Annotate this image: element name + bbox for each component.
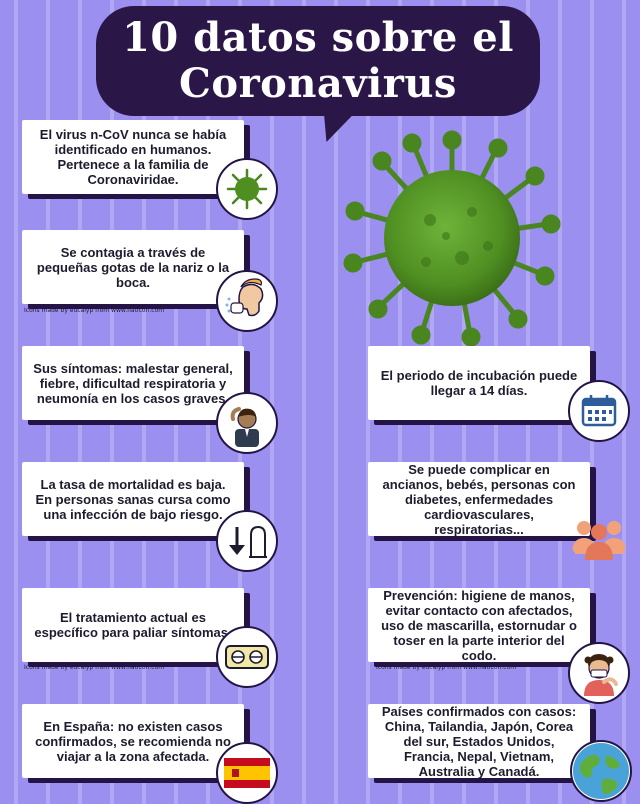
fact-text-10: Países confirmados con casos: China, Tai… xyxy=(381,703,577,779)
title-banner: 10 datos sobre el Coronavirus xyxy=(96,6,540,116)
fact-card-9: En España: no existen casos confirmados,… xyxy=(22,704,244,778)
sick-person-icon xyxy=(216,392,278,454)
virus-icon xyxy=(216,158,278,220)
group-people-icon xyxy=(568,506,630,568)
fact-text-6: Se puede complicar en ancianos, bebés, p… xyxy=(382,461,576,537)
spain-flag-icon xyxy=(216,742,278,804)
fact-text-4: El periodo de incubación puede llegar a … xyxy=(380,368,578,398)
fact-card-2: Se contagia a través de pequeñas gotas d… xyxy=(22,230,244,304)
coronavirus-illustration-icon xyxy=(343,130,561,347)
icon-credit-1: Icons made by eucalyp from www.flaticon.… xyxy=(24,307,165,314)
title-line-2: Coronavirus xyxy=(179,60,457,107)
fact-text-1: El virus n-CoV nunca se había identifica… xyxy=(39,127,227,187)
fact-card-8: Prevención: higiene de manos, evitar con… xyxy=(368,587,590,663)
fact-text-5: La tasa de mortalidad es baja. En person… xyxy=(35,476,231,522)
fact-text-9: En España: no existen casos confirmados,… xyxy=(35,718,231,764)
pills-icon xyxy=(216,626,278,688)
calendar-icon xyxy=(568,380,630,442)
fact-card-3: Sus síntomas: malestar general, fiebre, … xyxy=(22,346,244,420)
fact-text-3: Sus síntomas: malestar general, fiebre, … xyxy=(33,360,233,406)
fact-card-10: Países confirmados con casos: China, Tai… xyxy=(368,703,590,779)
fact-text-2: Se contagia a través de pequeñas gotas d… xyxy=(36,244,230,290)
fact-card-5: La tasa de mortalidad es baja. En person… xyxy=(22,462,244,536)
icon-credit-3: Icons made by eucalyp from www.flaticon.… xyxy=(376,664,517,671)
fact-text-7: El tratamiento actual es específico para… xyxy=(34,610,232,640)
fact-card-6: Se puede complicar en ancianos, bebés, p… xyxy=(368,461,590,537)
down-arrow-gravestone-icon xyxy=(216,510,278,572)
globe-icon xyxy=(570,740,632,802)
fact-text-8: Prevención: higiene de manos, evitar con… xyxy=(381,587,577,663)
fact-card-1: El virus n-CoV nunca se había identifica… xyxy=(22,120,244,194)
fact-card-4: El periodo de incubación puede llegar a … xyxy=(368,346,590,420)
icon-credit-2: Icons made by eucalyp from www.flaticon.… xyxy=(24,664,165,671)
mask-person-icon xyxy=(568,642,630,704)
title-line-1: 10 datos sobre el xyxy=(122,14,514,61)
sneezing-person-icon xyxy=(216,270,278,332)
fact-card-7: El tratamiento actual es específico para… xyxy=(22,588,244,662)
